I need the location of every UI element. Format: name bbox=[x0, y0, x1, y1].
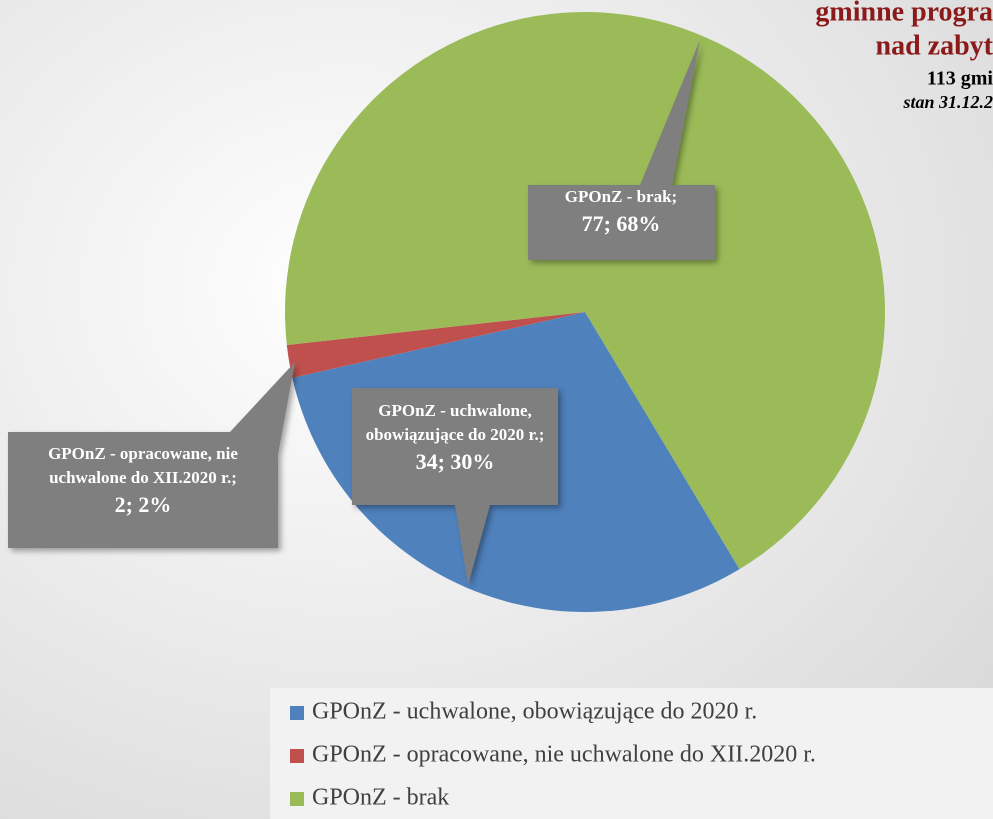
title: nad zabyt bbox=[876, 30, 993, 61]
callout-box bbox=[528, 40, 715, 260]
legend-label: GPOnZ - brak bbox=[312, 785, 449, 811]
labels: GPOnZ - uchwalone, obowiązujące do 2020 r… bbox=[48, 187, 816, 811]
pie-slice bbox=[286, 312, 585, 378]
pie bbox=[285, 11, 885, 612]
data-label: obowiązujące do 2020 r.; bbox=[366, 425, 545, 444]
data-label-value: 77; 68% bbox=[582, 211, 661, 236]
legend-box bbox=[270, 688, 993, 819]
callout-box bbox=[352, 388, 558, 585]
callouts bbox=[8, 40, 715, 585]
title: gminne progra bbox=[815, 0, 993, 27]
legend-swatch bbox=[290, 706, 304, 720]
legend-label: GPOnZ - opracowane, nie uchwalone do XII… bbox=[312, 742, 816, 768]
subtitle: 113 gmi bbox=[927, 68, 993, 90]
data-label: GPOnZ - uchwalone, bbox=[378, 401, 532, 420]
data-label: GPOnZ - opracowane, nie bbox=[48, 444, 238, 463]
note: stan 31.12.2 bbox=[902, 92, 993, 112]
legend-swatch bbox=[290, 792, 304, 806]
pie-slice bbox=[285, 11, 885, 570]
data-label-value: 34; 30% bbox=[416, 449, 495, 474]
legend-swatch bbox=[290, 749, 304, 763]
data-label-value: 2; 2% bbox=[115, 492, 172, 517]
callout-box bbox=[8, 362, 295, 548]
data-label: GPOnZ - brak; bbox=[565, 187, 677, 206]
legend-label: GPOnZ - uchwalone, obowiązujące do 2020 … bbox=[312, 699, 757, 725]
data-label: uchwalone do XII.2020 r.; bbox=[49, 468, 237, 487]
